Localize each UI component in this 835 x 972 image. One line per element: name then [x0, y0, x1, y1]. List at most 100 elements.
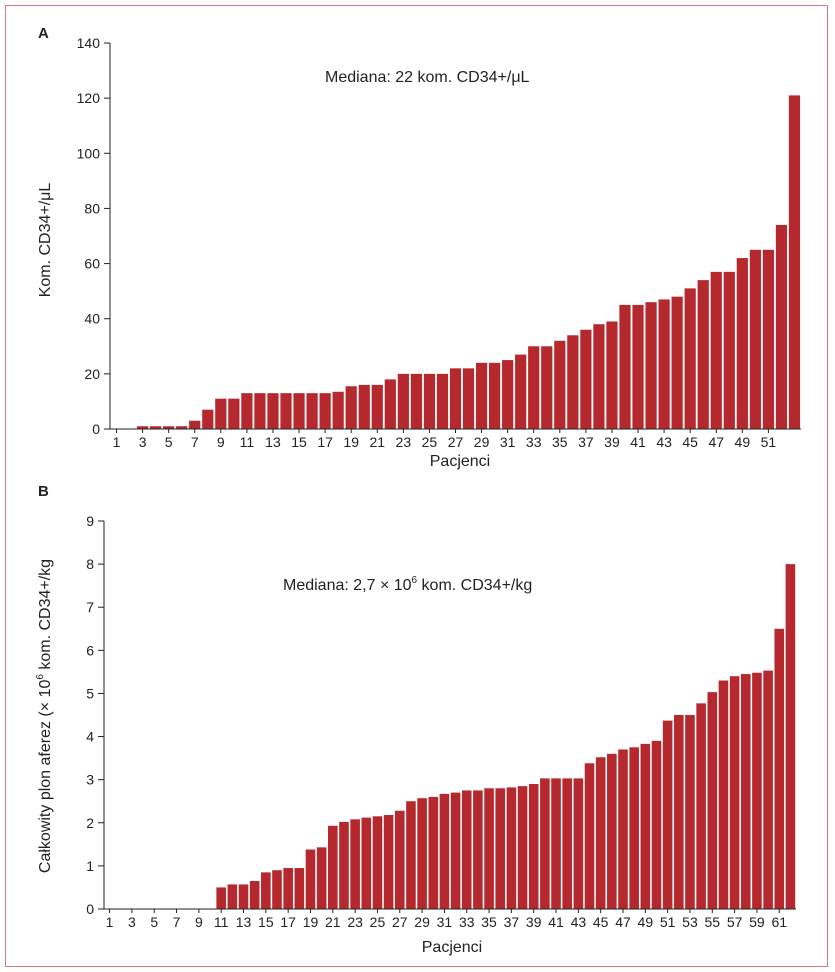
x-tick-label-a-19: 39 — [604, 434, 620, 450]
y-axis-title-b-exp: 6 — [35, 674, 46, 680]
x-tick-label-b-12: 25 — [370, 914, 386, 930]
panel-label-a: A — [38, 25, 49, 42]
x-tick-label-a-3: 7 — [191, 434, 199, 450]
x-tick-label-b-14: 29 — [414, 914, 430, 930]
y-tick-label-a-5: 100 — [77, 145, 101, 161]
bar-a-29 — [475, 362, 488, 429]
bar-b-29 — [417, 798, 427, 909]
x-tick-label-b-24: 49 — [638, 914, 654, 930]
bar-b-22 — [339, 821, 349, 909]
bar-b-16 — [272, 870, 282, 909]
bar-a-40 — [619, 304, 631, 429]
x-tick-label-b-25: 51 — [660, 914, 676, 930]
panel-label-b: B — [38, 483, 49, 500]
y-axis-title-b-prefix: Całkowity plon aferez (× 10 — [37, 680, 54, 874]
x-tick-label-b-18: 37 — [504, 914, 520, 930]
x-tick-label-a-5: 11 — [240, 434, 255, 450]
y-tick-label-a-4: 80 — [84, 200, 100, 216]
x-tick-label-b-26: 53 — [682, 914, 698, 930]
x-tick-label-b-22: 45 — [593, 914, 609, 930]
bar-b-53 — [685, 715, 695, 909]
bar-a-27 — [449, 368, 462, 429]
x-tick-label-a-20: 41 — [630, 434, 646, 450]
bar-a-18 — [332, 391, 344, 429]
bar-b-49 — [640, 743, 651, 909]
x-tick-label-b-1: 3 — [128, 914, 136, 930]
x-tick-label-a-22: 45 — [682, 434, 698, 450]
bar-a-30 — [489, 362, 501, 429]
bar-a-9 — [215, 398, 227, 429]
bar-a-19 — [345, 386, 357, 429]
bar-a-5 — [163, 426, 175, 429]
x-tick-label-b-19: 39 — [526, 914, 542, 930]
bar-b-48 — [629, 747, 639, 909]
bar-b-59 — [752, 672, 762, 909]
bar-b-41 — [551, 778, 561, 909]
bar-b-23 — [350, 819, 360, 909]
chart-panel-b: B Mediana: 2,7 × 106 kom. CD34+/kg Pacje… — [35, 483, 796, 956]
bar-b-56 — [718, 680, 729, 909]
bar-a-12 — [254, 393, 266, 429]
x-tick-label-a-10: 21 — [369, 434, 385, 450]
bar-a-7 — [189, 420, 201, 429]
y-tick-label-b-8: 8 — [86, 556, 94, 572]
bar-a-16 — [306, 393, 318, 429]
x-tick-label-b-11: 23 — [347, 914, 363, 930]
bar-b-34 — [473, 790, 483, 909]
bar-b-62 — [785, 564, 796, 909]
y-tick-label-b-5: 5 — [86, 685, 94, 701]
bar-a-15 — [293, 393, 305, 429]
bar-b-37 — [506, 787, 517, 909]
bar-b-38 — [517, 786, 528, 909]
y-axis-title-b: Całkowity plon aferez (× 106 kom. CD34+/… — [35, 559, 54, 873]
x-tick-label-b-27: 55 — [705, 914, 721, 930]
bar-b-55 — [707, 692, 718, 909]
x-ticks-b: 1 3 5 7 9 11 13 15 17 19 21 23 25 27 29 31 33 35 37 39 41 43 4… — [106, 909, 787, 930]
figure-frame — [5, 5, 828, 967]
bar-a-39 — [606, 321, 618, 429]
x-tick-label-b-0: 1 — [106, 914, 114, 930]
x-tick-label-a-7: 15 — [291, 434, 307, 450]
y-ticks-b: 0 1 2 3 4 5 6 7 8 9 — [86, 513, 104, 917]
bars-b — [216, 564, 796, 909]
x-tick-label-a-12: 25 — [422, 434, 438, 450]
annotation-b-exp: 6 — [412, 575, 418, 586]
bar-b-30 — [428, 796, 439, 909]
bar-b-24 — [361, 817, 372, 909]
bar-b-54 — [696, 703, 706, 909]
bar-a-31 — [502, 360, 514, 429]
x-tick-label-b-5: 11 — [214, 914, 229, 930]
bar-a-42 — [645, 302, 657, 429]
x-tick-label-a-24: 49 — [735, 434, 751, 450]
bar-b-36 — [495, 788, 506, 909]
y-tick-label-a-0: 0 — [92, 421, 100, 437]
bar-a-33 — [528, 346, 540, 429]
bar-b-58 — [740, 674, 751, 909]
y-tick-label-b-4: 4 — [86, 729, 94, 745]
annotation-b: Mediana: 2,7 × 106 kom. CD34+/kg — [283, 575, 532, 594]
bar-b-52 — [674, 715, 684, 909]
bar-a-50 — [749, 249, 761, 429]
x-tick-label-a-14: 29 — [474, 434, 490, 450]
bar-b-19 — [305, 849, 316, 909]
bar-a-46 — [697, 280, 709, 429]
x-tick-label-a-15: 31 — [500, 434, 516, 450]
bar-a-53 — [788, 95, 801, 429]
x-tick-label-a-18: 37 — [578, 434, 594, 450]
bar-a-21 — [371, 384, 383, 429]
y-tick-label-b-6: 6 — [86, 642, 94, 658]
x-tick-label-a-9: 19 — [343, 434, 359, 450]
bar-b-18 — [294, 868, 305, 909]
x-ticks-a: 1 3 5 7 9 11 13 15 17 19 21 23 25 27 29 31 33 35 37 39 41 43 4… — [113, 429, 776, 450]
bar-b-26 — [383, 815, 394, 909]
x-tick-label-a-16: 33 — [526, 434, 542, 450]
x-tick-label-a-1: 3 — [139, 434, 147, 450]
x-tick-label-b-29: 59 — [749, 914, 765, 930]
bar-a-28 — [462, 368, 475, 429]
y-tick-label-a-3: 60 — [84, 256, 100, 272]
bar-b-51 — [662, 720, 673, 909]
x-tick-label-b-9: 19 — [303, 914, 319, 930]
bar-a-24 — [410, 373, 422, 429]
x-tick-label-a-2: 5 — [165, 434, 173, 450]
annotation-b-prefix: Mediana: 2,7 × 10 — [283, 577, 412, 594]
